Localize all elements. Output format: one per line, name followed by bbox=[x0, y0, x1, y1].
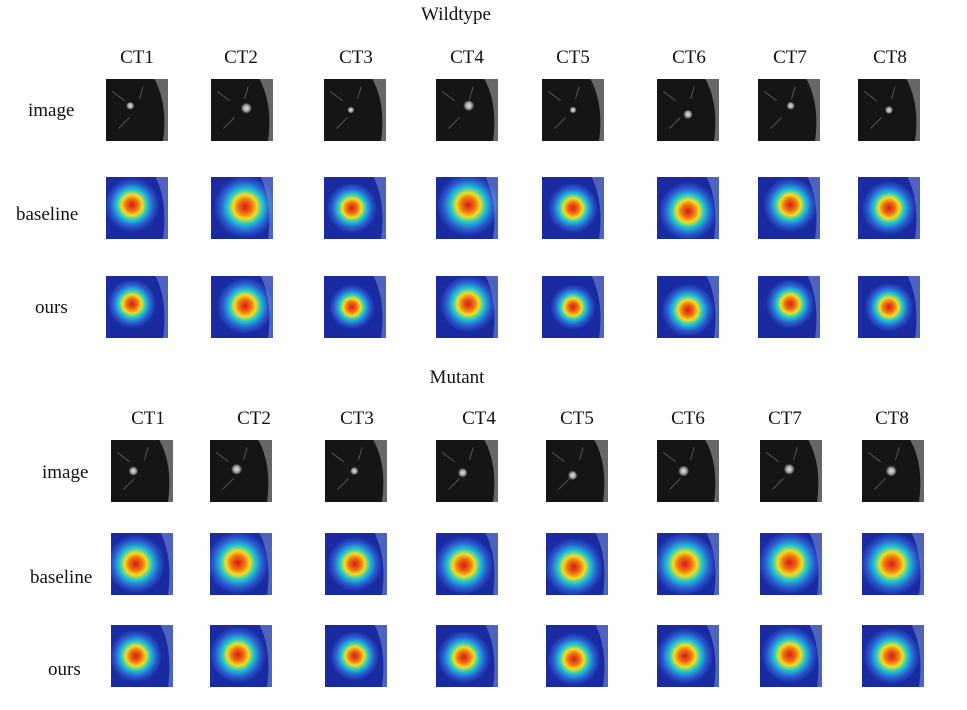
column-label-wildtype-5: CT5 bbox=[556, 47, 590, 68]
tile-mutant-baseline-2 bbox=[210, 533, 272, 595]
tile-mutant-image-6 bbox=[657, 440, 719, 502]
tile-mutant-ours-8 bbox=[862, 625, 924, 687]
column-label-mutant-6: CT6 bbox=[671, 408, 705, 429]
panel-title-mutant: Mutant bbox=[429, 367, 485, 388]
tile-wildtype-baseline-4 bbox=[436, 177, 498, 239]
column-label-mutant-5: CT5 bbox=[560, 408, 594, 429]
tile-mutant-image-5 bbox=[546, 440, 608, 502]
column-label-mutant-8: CT8 bbox=[875, 408, 909, 429]
row-label-mutant-ours: ours bbox=[48, 659, 81, 680]
tile-wildtype-baseline-3 bbox=[324, 177, 386, 239]
tile-wildtype-baseline-5 bbox=[542, 177, 604, 239]
tile-mutant-baseline-4 bbox=[436, 533, 498, 595]
column-label-mutant-1: CT1 bbox=[131, 408, 165, 429]
tile-wildtype-image-1 bbox=[106, 79, 168, 141]
tile-mutant-image-4 bbox=[436, 440, 498, 502]
tile-mutant-image-3 bbox=[325, 440, 387, 502]
column-label-mutant-7: CT7 bbox=[768, 408, 802, 429]
row-label-wildtype-image: image bbox=[28, 100, 75, 121]
column-label-mutant-2: CT2 bbox=[237, 408, 271, 429]
tile-wildtype-image-5 bbox=[542, 79, 604, 141]
column-label-mutant-4: CT4 bbox=[462, 408, 496, 429]
tile-wildtype-image-8 bbox=[858, 79, 920, 141]
tile-wildtype-baseline-2 bbox=[211, 177, 273, 239]
tile-wildtype-ours-7 bbox=[758, 276, 820, 338]
tile-mutant-baseline-1 bbox=[111, 533, 173, 595]
tile-wildtype-ours-6 bbox=[657, 276, 719, 338]
column-label-wildtype-7: CT7 bbox=[773, 47, 807, 68]
tile-wildtype-image-4 bbox=[436, 79, 498, 141]
tile-mutant-image-8 bbox=[862, 440, 924, 502]
tile-mutant-baseline-8 bbox=[862, 533, 924, 595]
tile-wildtype-ours-5 bbox=[542, 276, 604, 338]
column-label-mutant-3: CT3 bbox=[340, 408, 374, 429]
tile-wildtype-baseline-8 bbox=[858, 177, 920, 239]
tile-mutant-baseline-5 bbox=[546, 533, 608, 595]
row-label-wildtype-ours: ours bbox=[35, 297, 68, 318]
tile-wildtype-baseline-1 bbox=[106, 177, 168, 239]
tile-wildtype-baseline-6 bbox=[657, 177, 719, 239]
tile-wildtype-image-2 bbox=[211, 79, 273, 141]
column-label-wildtype-8: CT8 bbox=[873, 47, 907, 68]
row-label-wildtype-baseline: baseline bbox=[16, 204, 79, 225]
column-label-wildtype-2: CT2 bbox=[224, 47, 258, 68]
tile-mutant-image-2 bbox=[210, 440, 272, 502]
tile-mutant-ours-6 bbox=[657, 625, 719, 687]
tile-mutant-image-1 bbox=[111, 440, 173, 502]
tile-wildtype-ours-3 bbox=[324, 276, 386, 338]
tile-mutant-baseline-7 bbox=[760, 533, 822, 595]
tile-mutant-image-7 bbox=[760, 440, 822, 502]
column-label-wildtype-4: CT4 bbox=[450, 47, 484, 68]
tile-wildtype-ours-8 bbox=[858, 276, 920, 338]
tile-mutant-ours-7 bbox=[760, 625, 822, 687]
tile-wildtype-image-3 bbox=[324, 79, 386, 141]
tile-mutant-ours-3 bbox=[325, 625, 387, 687]
column-label-wildtype-3: CT3 bbox=[339, 47, 373, 68]
column-label-wildtype-6: CT6 bbox=[672, 47, 706, 68]
tile-mutant-baseline-6 bbox=[657, 533, 719, 595]
tile-wildtype-ours-1 bbox=[106, 276, 168, 338]
tile-mutant-ours-4 bbox=[436, 625, 498, 687]
tile-mutant-ours-5 bbox=[546, 625, 608, 687]
tile-wildtype-ours-4 bbox=[436, 276, 498, 338]
tile-wildtype-baseline-7 bbox=[758, 177, 820, 239]
column-label-wildtype-1: CT1 bbox=[120, 47, 154, 68]
tile-wildtype-image-7 bbox=[758, 79, 820, 141]
tile-wildtype-ours-2 bbox=[211, 276, 273, 338]
tile-mutant-ours-1 bbox=[111, 625, 173, 687]
row-label-mutant-image: image bbox=[42, 462, 89, 483]
tile-mutant-ours-2 bbox=[210, 625, 272, 687]
row-label-mutant-baseline: baseline bbox=[30, 567, 93, 588]
tile-mutant-baseline-3 bbox=[325, 533, 387, 595]
panel-title-wildtype: Wildtype bbox=[421, 4, 491, 25]
tile-wildtype-image-6 bbox=[657, 79, 719, 141]
